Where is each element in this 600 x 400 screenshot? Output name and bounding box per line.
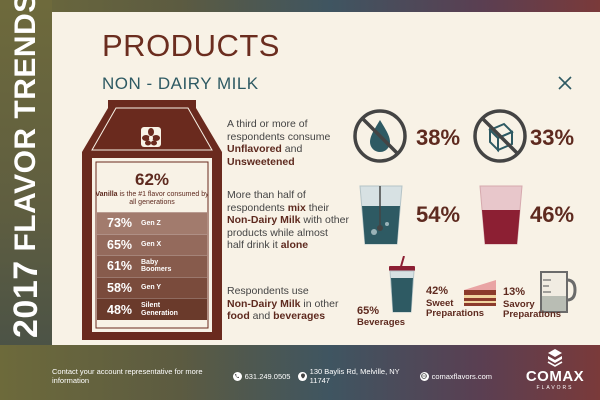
phone-icon (232, 371, 242, 381)
cake-slice-icon (464, 280, 496, 306)
content-panel: PRODUCTS NON - DAIRY MILK 62% (52, 12, 600, 345)
vanilla-flower-icon (141, 127, 161, 147)
unsweetened-pct: 33% (530, 125, 575, 150)
no-drop-icon (353, 109, 407, 163)
generation-row: 65% Gen X (97, 233, 207, 256)
side-title-text: FLAVOR TRENDS (9, 0, 42, 252)
generation-row: 48% Silent Generation (97, 298, 207, 320)
page-title: PRODUCTS (102, 28, 280, 63)
savory-pct: 13% (503, 286, 526, 298)
mix-text: More than half of respondents mix their … (227, 189, 349, 251)
unflavored-text: A third or more of respondents consume U… (227, 118, 331, 168)
sweet-pct: 42% (426, 285, 449, 297)
vanilla-pct: 62% (134, 170, 170, 189)
comax-logo-icon (547, 349, 563, 367)
footer: Contact your account representative for … (52, 367, 492, 385)
footer-contact-text: Contact your account representative for … (52, 367, 203, 385)
section-subtitle: NON - DAIRY MILK (102, 74, 259, 93)
mix-pct: 54% (416, 202, 461, 227)
use-text: Respondents use Non-Dairy Milk in other … (227, 285, 339, 322)
unflavored-pct: 38% (416, 125, 461, 150)
sweet-label: Sweet Preparations (426, 298, 485, 319)
close-button[interactable] (556, 74, 574, 92)
side-strip (0, 0, 52, 345)
beverage-cup-icon (389, 256, 415, 313)
savory-label: Savory Preparations (503, 299, 562, 320)
footer-address[interactable]: 130 Baylis Rd, Melville, NY 11747 (298, 367, 411, 385)
no-sugar-cube-icon (473, 109, 527, 163)
footer-website[interactable]: comaxflavors.com (419, 371, 492, 381)
measuring-cup-icon (540, 271, 577, 313)
generation-list: 73% Gen Z 65% Gen X 61% Baby Boomers 58% Gen… (97, 212, 207, 320)
vanilla-note: Vanilla is the #1 flavor consumed by all… (95, 191, 209, 206)
brand-name: COMAX (525, 368, 585, 385)
beverages-pct: 65% (357, 305, 380, 317)
globe-icon (419, 371, 429, 381)
brand-logo: COMAX FLAVORS (520, 348, 590, 392)
side-title: 2017 FLAVOR TRENDS (3, 0, 49, 338)
plain-drink-glass-icon (479, 185, 523, 245)
brand-sub: FLAVORS (536, 385, 574, 391)
location-pin-icon (298, 371, 307, 381)
generation-row: 58% Gen Y (97, 276, 207, 299)
alone-pct: 46% (530, 202, 575, 227)
close-icon (558, 76, 572, 90)
generation-row: 73% Gen Z (97, 212, 207, 234)
generation-row: 61% Baby Boomers (97, 255, 207, 277)
side-title-year: 2017 (6, 260, 45, 338)
footer-phone[interactable]: 631.249.0505 (232, 371, 290, 381)
beverages-label: Beverages (357, 317, 406, 328)
mixed-drink-glass-icon (359, 185, 403, 245)
milk-carton: 62% Vanilla is the #1 flavor consumed by… (82, 100, 222, 340)
